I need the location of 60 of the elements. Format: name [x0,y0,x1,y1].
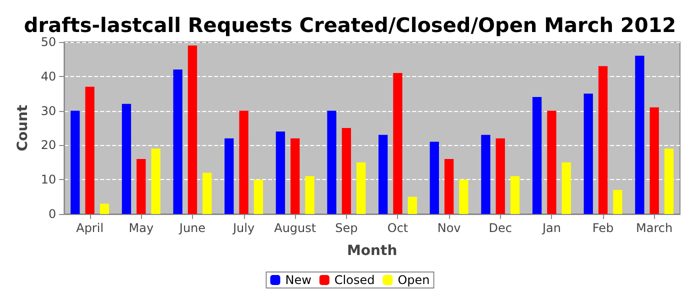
y-tick-label: 0 [48,207,56,221]
bar [188,45,198,214]
y-tick-label: 10 [40,172,56,187]
bar [444,158,454,214]
bar [532,97,542,214]
bar [151,148,160,214]
y-tick-label: 50 [40,35,56,49]
x-tick-label: Sep [335,221,358,235]
legend-label: New [285,273,312,287]
x-tick-label: July [232,221,255,235]
bar [378,134,388,214]
x-tick-label: Dec [488,221,512,235]
bar [202,172,212,214]
y-tick-label: 20 [40,138,56,152]
bar [327,110,336,214]
x-axis-title: Month [346,243,398,259]
x-tick-label: June [178,221,206,235]
bar [224,138,234,214]
bar [305,176,314,214]
bar [100,204,110,214]
bar [547,110,556,214]
bar [664,148,674,214]
legend-label: Closed [334,273,375,287]
bar [276,131,286,214]
bar [290,138,300,214]
bar [136,158,146,214]
bar [459,180,468,214]
bar [430,142,439,214]
x-tick-label: Jan [541,221,561,235]
bar [584,94,593,214]
bar [496,138,505,214]
bar [598,66,608,214]
chart-title: drafts-lastcall Requests Created/Closed/Open March 2012 [24,13,676,37]
bar [393,72,402,214]
y-tick-label: 40 [40,69,56,84]
bar [122,104,132,214]
bar [562,162,571,214]
bar [408,196,417,214]
x-tick-label: April [76,221,104,235]
bar [342,128,352,214]
bar [481,134,490,214]
bar [650,107,659,214]
y-axis-title: Count [15,104,31,152]
bar [510,176,520,214]
x-tick-label: Nov [437,221,461,235]
y-tick-label: 30 [40,104,56,118]
x-tick-label: August [274,221,316,235]
bar [239,110,248,214]
x-tick-label: Feb [592,221,614,235]
legend-label: Open [398,273,430,287]
bar [635,56,644,214]
x-tick-label: May [128,221,154,235]
bar [254,180,264,214]
bar [613,190,622,214]
bar [356,162,366,214]
bar [85,86,94,214]
bar [173,70,182,214]
x-tick-label: Oct [387,221,408,235]
x-tick-label: March [636,221,673,235]
bar [70,110,80,214]
